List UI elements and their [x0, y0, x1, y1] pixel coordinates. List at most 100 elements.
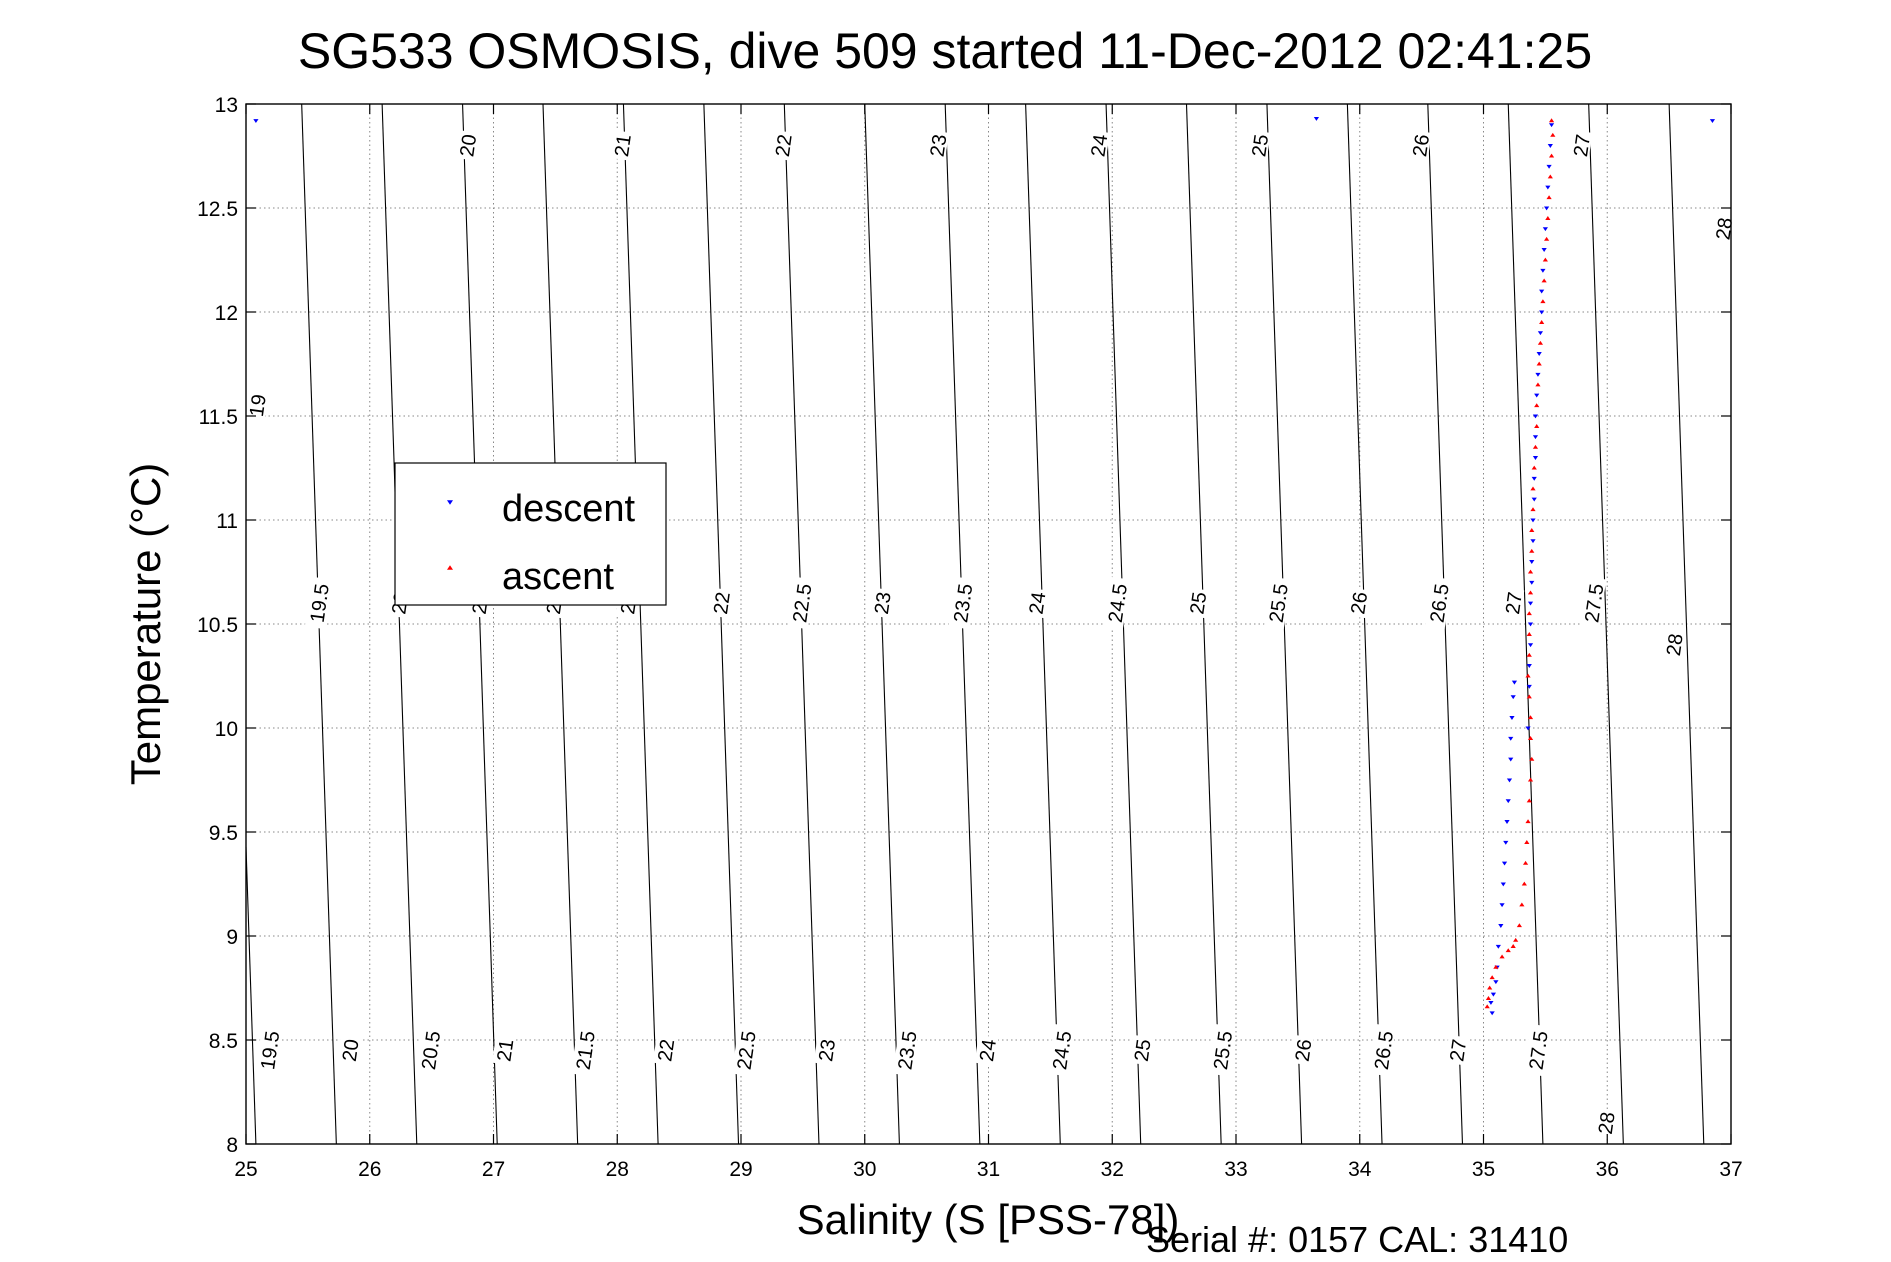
point-descent [1493, 980, 1499, 985]
y-tick-label: 12 [215, 302, 238, 325]
contour-label-group: 27 [1444, 1034, 1471, 1066]
contour-label-group: 21 [492, 1034, 518, 1066]
point-ascent [1527, 569, 1534, 574]
point-descent [1539, 289, 1545, 294]
point-ascent [1510, 944, 1516, 948]
contour-label-group: 25 [1185, 587, 1211, 619]
contour-label-bg [570, 1023, 598, 1077]
contour-label: 24.5 [1105, 582, 1132, 624]
point-ascent [1529, 756, 1535, 761]
density-contour-line [1507, 103, 1544, 1145]
y-tick-label: 10 [215, 718, 238, 741]
legend: descent ascent [394, 462, 667, 606]
contour-label-bg [770, 130, 795, 161]
point-ascent [1522, 860, 1529, 865]
y-tick-label: 8.5 [209, 1030, 238, 1053]
contour-label-group: 24.5 [1047, 1023, 1076, 1077]
point-ascent [1527, 715, 1534, 720]
contour-label-bg [1579, 576, 1607, 630]
y-tick-label: 9.5 [209, 822, 238, 845]
contour-label-group: 25 [1129, 1034, 1156, 1066]
point-descent [1531, 476, 1537, 481]
contour-label: 21 [493, 1038, 518, 1063]
contour-label: 22.5 [734, 1030, 761, 1072]
point-ascent [1541, 278, 1547, 283]
point-ascent [1529, 528, 1535, 532]
point-ascent [1499, 954, 1505, 959]
point-ascent [1537, 340, 1544, 345]
x-tick-label: 32 [1101, 1158, 1124, 1181]
contour-label-group: 26 [1345, 587, 1372, 619]
point-ascent [1527, 590, 1534, 595]
density-contour-line [381, 103, 418, 1145]
contour-label: 22 [772, 133, 797, 158]
contour-label: 23 [927, 133, 952, 158]
x-tick-label: 27 [482, 1158, 505, 1181]
point-ascent [1532, 444, 1539, 449]
point-ascent [1534, 424, 1540, 428]
contour-label-bg [1103, 576, 1130, 630]
point-ascent [1489, 975, 1495, 980]
point-ascent [1546, 195, 1552, 200]
point-descent [1500, 882, 1506, 887]
y-tick-label: 9 [226, 926, 238, 949]
point-descent [1505, 799, 1511, 804]
y-axis-label: Temperature (°C) [122, 463, 169, 786]
contour-label-bg [1523, 1023, 1551, 1077]
contour-label-group: 21 [609, 130, 636, 161]
contour-label: 26 [1347, 591, 1372, 616]
point-ascent [1550, 132, 1556, 137]
point-ascent [1548, 118, 1555, 123]
density-contour-labels: 1919.519.52020202020.52121212121.5222222… [244, 130, 1737, 1139]
point-ascent [1535, 382, 1541, 387]
contour-label-bg [1593, 1107, 1618, 1139]
density-contours [245, 103, 1705, 1145]
chart-title: SG533 OSMOSIS, dive 509 started 11-Dec-2… [298, 23, 1592, 79]
point-descent [1537, 331, 1544, 336]
contour-label-bg [1129, 1034, 1154, 1066]
contour-label: 26.5 [1427, 582, 1454, 624]
contour-label-group: 27.5 [1579, 576, 1608, 630]
contour-label-bg [609, 130, 634, 161]
x-tick-label: 33 [1224, 1158, 1247, 1181]
y-axis-ticks: 8 8.5 9 9.5 10 10.5 11 11.5 12 12.5 13 [197, 94, 1731, 1157]
contour-label-bg [1024, 587, 1048, 619]
contour-label: 21.5 [573, 1030, 600, 1072]
contour-label-group: 26 [1290, 1034, 1317, 1066]
point-descent [1536, 352, 1542, 356]
contour-label: 26 [1409, 133, 1434, 158]
contour-label: 25 [1248, 133, 1273, 158]
contour-label-bg [652, 1034, 677, 1066]
contour-label-group: 22.5 [787, 576, 816, 630]
contour-label: 24 [1087, 133, 1112, 158]
contour-label: 24 [1026, 591, 1051, 616]
contour-label-bg [1661, 629, 1686, 660]
contour-label: 28 [1663, 632, 1688, 657]
y-tick-label: 8 [226, 1134, 238, 1157]
density-contour-line [542, 103, 579, 1145]
x-tick-label: 28 [606, 1158, 629, 1181]
legend-box [394, 462, 667, 606]
point-descent [1709, 119, 1716, 123]
point-descent [1539, 310, 1545, 315]
serial-cal-label: Serial #: 0157 CAL: 31410 [1146, 1219, 1568, 1260]
point-descent [1529, 580, 1535, 585]
density-contour-line [245, 846, 257, 1145]
contour-label-group: 25.5 [1208, 1023, 1237, 1077]
point-descent [1530, 518, 1536, 523]
point-ascent [1526, 632, 1532, 636]
contour-label-group: 24.5 [1103, 576, 1132, 630]
contour-label: 23.5 [894, 1030, 921, 1072]
contour-label-group: 22 [770, 130, 797, 161]
point-ascent [1542, 257, 1548, 262]
contour-label-bg [244, 390, 269, 421]
point-ascent [1526, 611, 1532, 616]
x-tick-label: 30 [853, 1158, 876, 1181]
point-ascent [1530, 507, 1536, 512]
point-ascent [1525, 673, 1531, 678]
contour-label-group: 24 [1024, 587, 1051, 619]
point-ascent [1536, 361, 1542, 366]
contour-label-group: 20 [337, 1034, 364, 1066]
contour-label-bg [974, 1034, 999, 1066]
contour-label: 26 [1292, 1038, 1317, 1063]
